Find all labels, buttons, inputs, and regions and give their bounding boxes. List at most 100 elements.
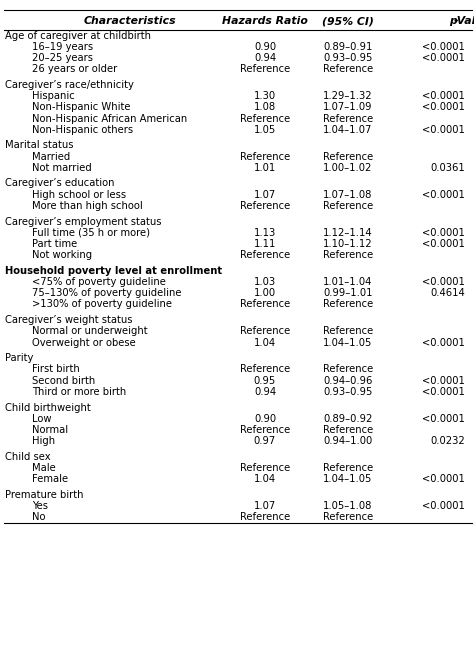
Text: 0.90: 0.90	[254, 414, 276, 424]
Text: Reference: Reference	[323, 201, 373, 211]
Text: Non-Hispanic others: Non-Hispanic others	[32, 125, 133, 135]
Text: 0.94–1.00: 0.94–1.00	[323, 436, 373, 446]
Text: <0.0001: <0.0001	[422, 387, 465, 397]
Text: <0.0001: <0.0001	[422, 338, 465, 348]
Text: Caregiver’s education: Caregiver’s education	[5, 178, 115, 189]
Text: 0.0232: 0.0232	[430, 436, 465, 446]
Text: Normal or underweight: Normal or underweight	[32, 326, 147, 337]
Text: <0.0001: <0.0001	[422, 42, 465, 52]
Text: <0.0001: <0.0001	[422, 102, 465, 113]
Text: <0.0001: <0.0001	[422, 414, 465, 424]
Text: 0.90: 0.90	[254, 42, 276, 52]
Text: Reference: Reference	[323, 365, 373, 374]
Text: 0.93–0.95: 0.93–0.95	[323, 53, 373, 63]
Text: Reference: Reference	[240, 463, 290, 473]
Text: Marital status: Marital status	[5, 141, 73, 150]
Text: Characteristics: Characteristics	[84, 16, 176, 26]
Text: Second birth: Second birth	[32, 376, 95, 385]
Text: Reference: Reference	[323, 64, 373, 74]
Text: 0.97: 0.97	[254, 436, 276, 446]
Text: 0.93–0.95: 0.93–0.95	[323, 387, 373, 397]
Text: 0.99–1.01: 0.99–1.01	[323, 288, 373, 298]
Text: 1.01: 1.01	[254, 163, 276, 173]
Text: 1.07: 1.07	[254, 189, 276, 200]
Text: 1.08: 1.08	[254, 102, 276, 113]
Text: Caregiver’s employment status: Caregiver’s employment status	[5, 217, 162, 227]
Text: Reference: Reference	[240, 425, 290, 435]
Text: <0.0001: <0.0001	[422, 125, 465, 135]
Text: 0.89–0.91: 0.89–0.91	[323, 42, 373, 52]
Text: 1.01–1.04: 1.01–1.04	[323, 277, 373, 287]
Text: Non-Hispanic White: Non-Hispanic White	[32, 102, 130, 113]
Text: Parity: Parity	[5, 353, 33, 363]
Text: <0.0001: <0.0001	[422, 53, 465, 63]
Text: Reference: Reference	[323, 512, 373, 522]
Text: Part time: Part time	[32, 239, 77, 249]
Text: -Value: -Value	[454, 16, 474, 26]
Text: 1.00: 1.00	[254, 288, 276, 298]
Text: 20–25 years: 20–25 years	[32, 53, 93, 63]
Text: High: High	[32, 436, 55, 446]
Text: <0.0001: <0.0001	[422, 501, 465, 511]
Text: Reference: Reference	[323, 425, 373, 435]
Text: 1.05–1.08: 1.05–1.08	[323, 501, 373, 511]
Text: 1.30: 1.30	[254, 91, 276, 101]
Text: Low: Low	[32, 414, 52, 424]
Text: High school or less: High school or less	[32, 189, 126, 200]
Text: No: No	[32, 512, 46, 522]
Text: 75–130% of poverty guideline: 75–130% of poverty guideline	[32, 288, 182, 298]
Text: Reference: Reference	[323, 152, 373, 161]
Text: Normal: Normal	[32, 425, 68, 435]
Text: >130% of poverty guideline: >130% of poverty guideline	[32, 299, 172, 309]
Text: Age of caregiver at childbirth: Age of caregiver at childbirth	[5, 31, 151, 40]
Text: Reference: Reference	[323, 326, 373, 337]
Text: 1.11: 1.11	[254, 239, 276, 249]
Text: Non-Hispanic African American: Non-Hispanic African American	[32, 113, 187, 124]
Text: 0.89–0.92: 0.89–0.92	[323, 414, 373, 424]
Text: More than high school: More than high school	[32, 201, 143, 211]
Text: Reference: Reference	[240, 250, 290, 260]
Text: Yes: Yes	[32, 501, 48, 511]
Text: First birth: First birth	[32, 365, 80, 374]
Text: 1.07–1.09: 1.07–1.09	[323, 102, 373, 113]
Text: 1.07: 1.07	[254, 501, 276, 511]
Text: Reference: Reference	[323, 463, 373, 473]
Text: 1.12–1.14: 1.12–1.14	[323, 228, 373, 238]
Text: 0.94: 0.94	[254, 53, 276, 63]
Text: 1.29–1.32: 1.29–1.32	[323, 91, 373, 101]
Text: Not married: Not married	[32, 163, 92, 173]
Text: <0.0001: <0.0001	[422, 376, 465, 385]
Text: 0.94–0.96: 0.94–0.96	[323, 376, 373, 385]
Text: 0.95: 0.95	[254, 376, 276, 385]
Text: 1.04–1.05: 1.04–1.05	[323, 338, 373, 348]
Text: 1.04: 1.04	[254, 338, 276, 348]
Text: Hazards Ratio: Hazards Ratio	[222, 16, 308, 26]
Text: 1.04–1.05: 1.04–1.05	[323, 475, 373, 484]
Text: <75% of poverty guideline: <75% of poverty guideline	[32, 277, 166, 287]
Text: Child sex: Child sex	[5, 452, 51, 462]
Text: 1.05: 1.05	[254, 125, 276, 135]
Text: Reference: Reference	[240, 152, 290, 161]
Text: 1.10–1.12: 1.10–1.12	[323, 239, 373, 249]
Text: Not working: Not working	[32, 250, 92, 260]
Text: Married: Married	[32, 152, 70, 161]
Text: Third or more birth: Third or more birth	[32, 387, 126, 397]
Text: 1.00–1.02: 1.00–1.02	[323, 163, 373, 173]
Text: Caregiver’s race/ethnicity: Caregiver’s race/ethnicity	[5, 80, 134, 90]
Text: Reference: Reference	[323, 113, 373, 124]
Text: Reference: Reference	[240, 299, 290, 309]
Text: <0.0001: <0.0001	[422, 239, 465, 249]
Text: 1.13: 1.13	[254, 228, 276, 238]
Text: Male: Male	[32, 463, 56, 473]
Text: 26 years or older: 26 years or older	[32, 64, 117, 74]
Text: Overweight or obese: Overweight or obese	[32, 338, 136, 348]
Text: 1.03: 1.03	[254, 277, 276, 287]
Text: Household poverty level at enrollment: Household poverty level at enrollment	[5, 266, 222, 276]
Text: Reference: Reference	[323, 250, 373, 260]
Text: 1.07–1.08: 1.07–1.08	[323, 189, 373, 200]
Text: 1.04: 1.04	[254, 475, 276, 484]
Text: Reference: Reference	[240, 326, 290, 337]
Text: Premature birth: Premature birth	[5, 490, 83, 500]
Text: Reference: Reference	[240, 512, 290, 522]
Text: 1.04–1.07: 1.04–1.07	[323, 125, 373, 135]
